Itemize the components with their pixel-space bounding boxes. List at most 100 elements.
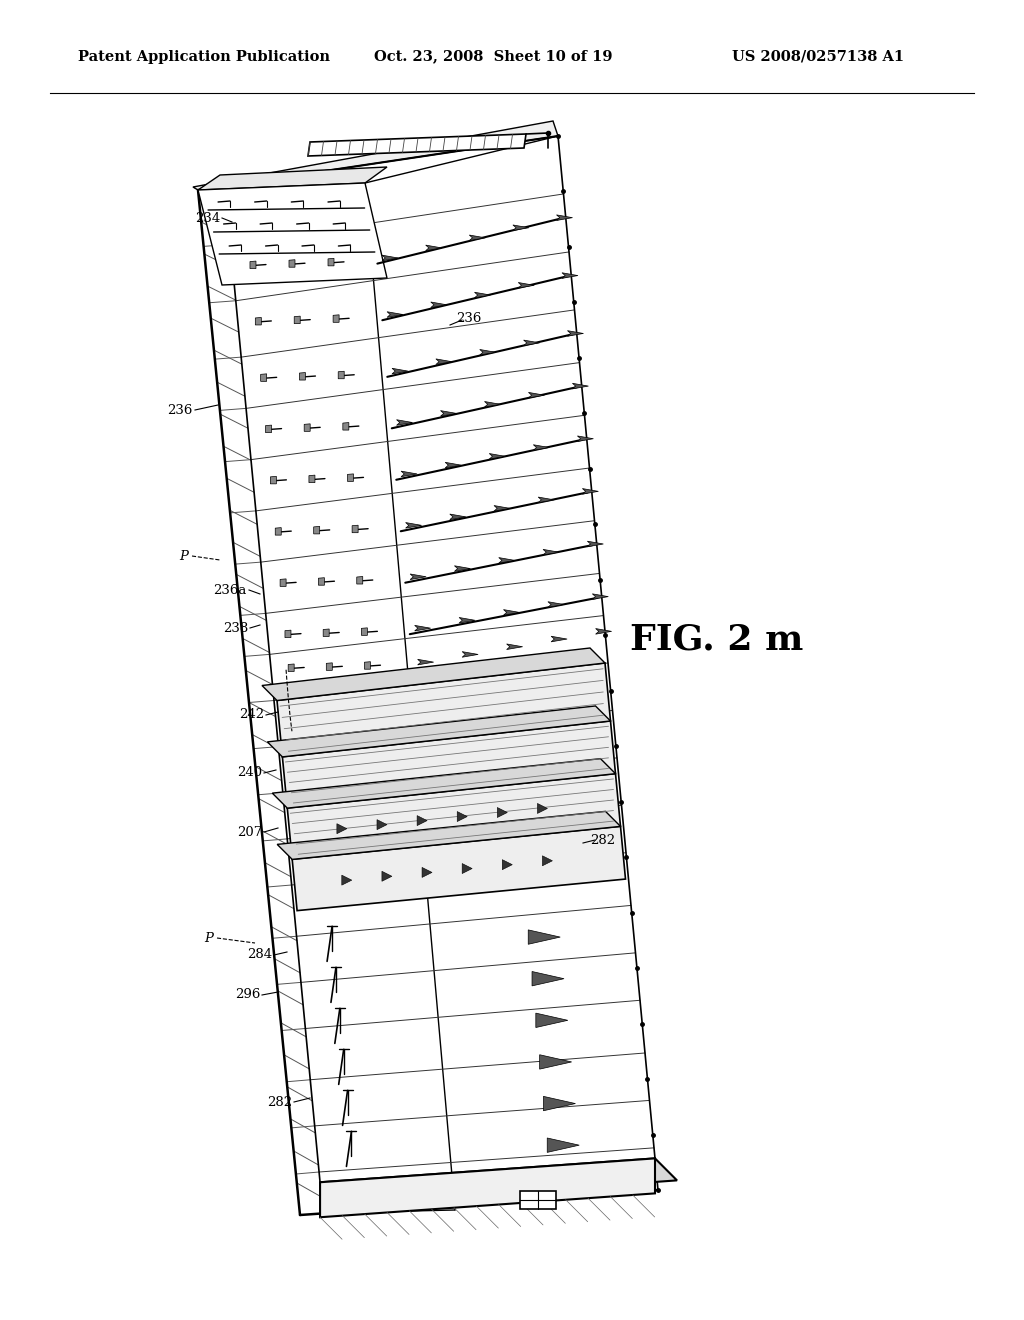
Text: FIG. 2 m: FIG. 2 m	[630, 623, 804, 657]
Polygon shape	[494, 506, 510, 511]
Polygon shape	[498, 808, 507, 817]
Polygon shape	[592, 594, 608, 599]
Polygon shape	[261, 374, 266, 381]
Polygon shape	[198, 183, 387, 285]
Polygon shape	[337, 824, 347, 834]
Polygon shape	[265, 425, 271, 433]
Text: 240: 240	[237, 767, 262, 780]
Polygon shape	[544, 1097, 575, 1110]
Polygon shape	[321, 1159, 677, 1204]
Polygon shape	[523, 341, 540, 346]
Polygon shape	[356, 577, 362, 583]
Polygon shape	[387, 312, 403, 317]
Polygon shape	[532, 972, 564, 986]
Text: 236: 236	[168, 404, 193, 417]
Polygon shape	[556, 215, 572, 220]
Polygon shape	[462, 863, 472, 874]
Polygon shape	[270, 477, 276, 484]
Polygon shape	[309, 475, 315, 483]
Text: 282: 282	[590, 833, 615, 846]
Polygon shape	[596, 628, 611, 634]
Polygon shape	[365, 661, 371, 669]
Text: US 2008/0257138 A1: US 2008/0257138 A1	[732, 49, 904, 63]
Polygon shape	[396, 420, 413, 425]
Polygon shape	[401, 471, 417, 477]
Polygon shape	[285, 630, 291, 638]
Polygon shape	[250, 261, 256, 268]
Polygon shape	[198, 168, 387, 190]
Polygon shape	[318, 578, 325, 585]
Polygon shape	[267, 706, 610, 756]
Polygon shape	[469, 235, 485, 240]
Polygon shape	[278, 663, 610, 756]
Polygon shape	[283, 721, 615, 808]
Polygon shape	[417, 816, 427, 825]
Polygon shape	[299, 372, 305, 380]
Polygon shape	[538, 804, 548, 813]
Polygon shape	[352, 525, 358, 533]
Polygon shape	[503, 859, 512, 870]
Polygon shape	[583, 488, 598, 494]
Polygon shape	[440, 411, 457, 416]
Polygon shape	[343, 422, 349, 430]
Polygon shape	[551, 636, 567, 642]
Polygon shape	[324, 630, 329, 636]
Text: 234: 234	[195, 211, 220, 224]
Polygon shape	[288, 664, 294, 672]
Polygon shape	[193, 121, 558, 190]
Polygon shape	[278, 812, 621, 859]
Polygon shape	[457, 812, 467, 821]
Polygon shape	[333, 314, 339, 322]
Polygon shape	[562, 273, 578, 279]
Polygon shape	[292, 826, 626, 911]
Polygon shape	[462, 652, 478, 657]
Polygon shape	[534, 445, 549, 450]
Polygon shape	[519, 1191, 556, 1209]
Polygon shape	[540, 1055, 571, 1069]
Polygon shape	[513, 224, 529, 231]
Polygon shape	[418, 659, 433, 665]
Text: 242: 242	[239, 709, 264, 722]
Polygon shape	[445, 462, 461, 467]
Polygon shape	[313, 527, 319, 533]
Polygon shape	[499, 557, 515, 564]
Text: 296: 296	[234, 989, 260, 1002]
Polygon shape	[289, 260, 295, 267]
Polygon shape	[347, 474, 353, 482]
Text: Patent Application Publication: Patent Application Publication	[78, 49, 330, 63]
Polygon shape	[275, 528, 282, 535]
Polygon shape	[455, 566, 470, 572]
Polygon shape	[382, 871, 392, 882]
Polygon shape	[308, 135, 526, 156]
Polygon shape	[548, 602, 564, 607]
Text: 236: 236	[456, 312, 481, 325]
Polygon shape	[450, 513, 466, 520]
Text: 282: 282	[267, 1096, 292, 1109]
Polygon shape	[382, 255, 398, 261]
Text: 236a: 236a	[214, 583, 247, 597]
Polygon shape	[262, 648, 605, 701]
Polygon shape	[272, 759, 615, 808]
Text: Oct. 23, 2008  Sheet 10 of 19: Oct. 23, 2008 Sheet 10 of 19	[374, 49, 612, 63]
Polygon shape	[572, 383, 589, 389]
Polygon shape	[431, 302, 446, 308]
Polygon shape	[518, 282, 535, 288]
Polygon shape	[327, 663, 333, 671]
Polygon shape	[415, 626, 431, 631]
Polygon shape	[422, 867, 432, 878]
Polygon shape	[543, 549, 559, 554]
Polygon shape	[489, 454, 505, 459]
Polygon shape	[288, 774, 621, 859]
Polygon shape	[328, 259, 334, 265]
Polygon shape	[504, 610, 519, 615]
Polygon shape	[528, 929, 560, 944]
Polygon shape	[377, 820, 387, 830]
Polygon shape	[342, 875, 352, 886]
Polygon shape	[294, 315, 300, 323]
Polygon shape	[426, 246, 441, 251]
Polygon shape	[281, 579, 286, 586]
Polygon shape	[474, 292, 490, 298]
Polygon shape	[406, 523, 422, 528]
Text: P: P	[179, 549, 188, 562]
Polygon shape	[479, 350, 496, 355]
